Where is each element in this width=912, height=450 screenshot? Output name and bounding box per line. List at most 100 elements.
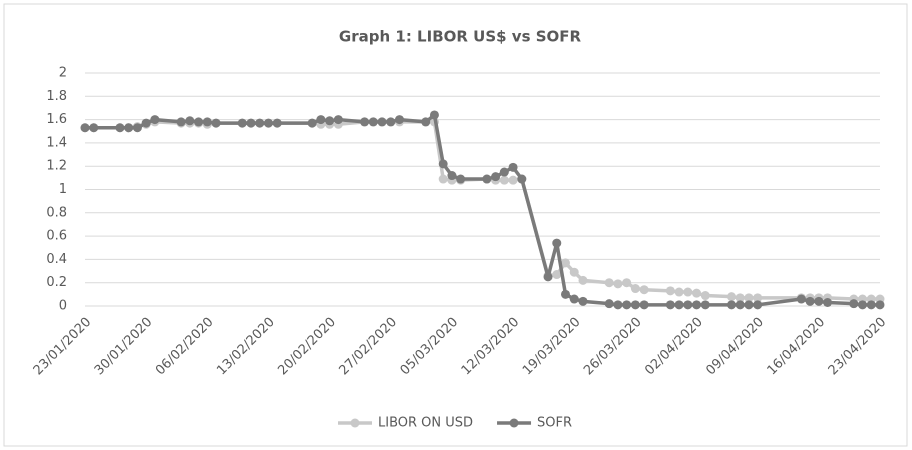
data-point bbox=[622, 300, 632, 310]
data-point bbox=[692, 300, 702, 310]
data-point bbox=[543, 272, 553, 282]
data-point bbox=[263, 118, 273, 128]
legend-marker bbox=[509, 418, 519, 428]
data-point bbox=[726, 292, 736, 302]
data-point bbox=[499, 167, 509, 177]
legend-marker bbox=[350, 418, 360, 428]
data-point bbox=[700, 291, 710, 301]
data-point bbox=[517, 174, 527, 184]
y-tick-label: 0.6 bbox=[46, 229, 67, 244]
data-point bbox=[150, 115, 160, 125]
data-point bbox=[622, 278, 632, 288]
data-point bbox=[683, 300, 693, 310]
data-point bbox=[185, 116, 195, 126]
data-point bbox=[395, 115, 405, 125]
data-point bbox=[211, 118, 221, 128]
data-point bbox=[508, 162, 518, 172]
data-point bbox=[132, 123, 142, 133]
legend-label: LIBOR ON USD bbox=[378, 416, 473, 431]
data-point bbox=[744, 300, 754, 310]
data-point bbox=[325, 116, 335, 126]
data-point bbox=[578, 275, 588, 285]
data-point bbox=[456, 174, 466, 184]
data-point bbox=[272, 118, 282, 128]
data-point bbox=[560, 289, 570, 299]
data-point bbox=[700, 300, 710, 310]
data-point bbox=[255, 118, 265, 128]
data-point bbox=[604, 278, 614, 288]
data-point bbox=[674, 300, 684, 310]
data-point bbox=[814, 296, 824, 306]
data-point bbox=[613, 279, 623, 289]
data-point bbox=[744, 293, 754, 303]
data-point bbox=[491, 172, 501, 182]
data-point bbox=[866, 300, 876, 310]
data-point bbox=[386, 117, 396, 127]
y-tick-label: 0.2 bbox=[46, 275, 67, 290]
data-point bbox=[823, 298, 833, 308]
data-point bbox=[849, 299, 859, 309]
data-point bbox=[674, 287, 684, 297]
data-point bbox=[875, 300, 885, 310]
data-point bbox=[805, 296, 815, 306]
data-point bbox=[569, 267, 579, 277]
y-tick-label: 0.4 bbox=[46, 252, 67, 267]
data-point bbox=[665, 300, 675, 310]
data-point bbox=[796, 294, 806, 304]
data-point bbox=[124, 123, 134, 133]
data-point bbox=[115, 123, 125, 133]
data-point bbox=[613, 300, 623, 310]
data-point bbox=[726, 300, 736, 310]
y-tick-label: 1.8 bbox=[46, 89, 67, 104]
data-point bbox=[858, 300, 868, 310]
data-point bbox=[438, 159, 448, 169]
data-point bbox=[202, 117, 212, 127]
data-point bbox=[438, 174, 448, 184]
data-point bbox=[683, 287, 693, 297]
data-point bbox=[237, 118, 247, 128]
data-point bbox=[753, 300, 763, 310]
data-point bbox=[421, 117, 431, 127]
data-point bbox=[141, 118, 151, 128]
data-point bbox=[552, 270, 562, 280]
y-tick-label: 1.6 bbox=[46, 112, 67, 127]
data-point bbox=[447, 171, 457, 181]
data-point bbox=[368, 117, 378, 127]
data-point bbox=[307, 118, 317, 128]
data-point bbox=[194, 117, 204, 127]
data-point bbox=[639, 285, 649, 295]
data-point bbox=[360, 117, 370, 127]
data-point bbox=[89, 123, 99, 133]
data-point bbox=[508, 175, 518, 185]
data-point bbox=[176, 117, 186, 127]
y-tick-label: 0 bbox=[59, 299, 67, 314]
data-point bbox=[692, 288, 702, 298]
chart-frame bbox=[3, 3, 908, 447]
data-point bbox=[560, 258, 570, 268]
y-tick-label: 1.4 bbox=[46, 135, 67, 150]
data-point bbox=[665, 286, 675, 296]
data-point bbox=[569, 294, 579, 304]
data-point bbox=[630, 300, 640, 310]
data-point bbox=[80, 123, 90, 133]
data-point bbox=[630, 284, 640, 294]
data-point bbox=[246, 118, 256, 128]
data-point bbox=[429, 110, 439, 120]
data-point bbox=[333, 115, 343, 125]
data-point bbox=[578, 296, 588, 306]
chart-title: Graph 1: LIBOR US$ vs SOFR bbox=[339, 28, 582, 46]
data-point bbox=[377, 117, 387, 127]
data-point bbox=[552, 238, 562, 248]
data-point bbox=[735, 300, 745, 310]
data-point bbox=[316, 115, 326, 125]
data-point bbox=[482, 174, 492, 184]
data-point bbox=[639, 300, 649, 310]
legend-label: SOFR bbox=[537, 416, 572, 431]
data-point bbox=[735, 293, 745, 303]
y-tick-label: 2 bbox=[59, 66, 67, 81]
y-tick-label: 0.8 bbox=[46, 205, 67, 220]
data-point bbox=[499, 175, 509, 185]
y-tick-label: 1 bbox=[59, 182, 67, 197]
